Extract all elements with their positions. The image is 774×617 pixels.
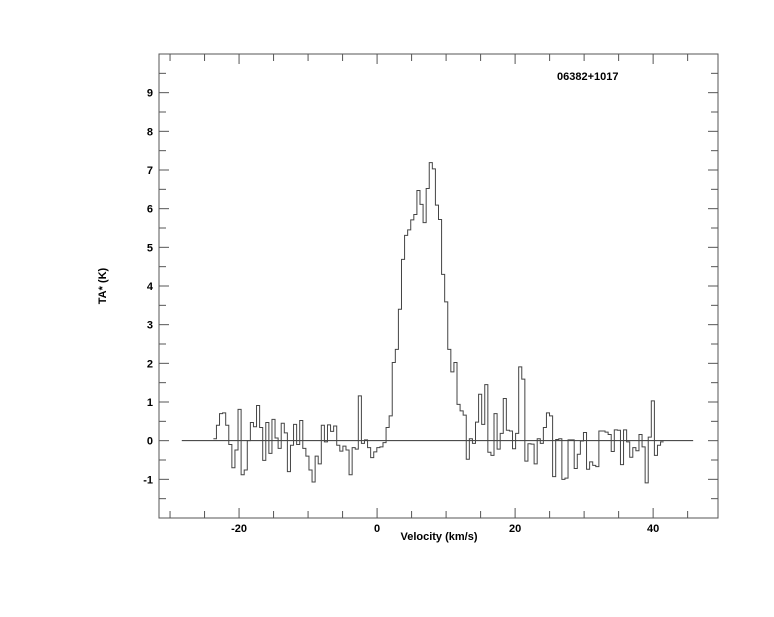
y-tick-label: 3: [147, 320, 153, 332]
y-tick-label: 4: [147, 281, 154, 293]
x-tick-label: -20: [231, 523, 247, 535]
y-tick-label: 0: [147, 436, 153, 448]
y-tick-label: 5: [147, 242, 153, 254]
y-tick-label: 7: [147, 165, 153, 177]
x-tick-label: 40: [647, 523, 659, 535]
y-tick-label: 8: [147, 126, 153, 138]
x-axis-label: Velocity (km/s): [400, 531, 477, 543]
axis-ticks: [159, 54, 718, 518]
y-axis-label: TA* (K): [97, 267, 109, 304]
y-tick-label: 2: [147, 358, 153, 370]
y-tick-label: -1: [143, 474, 153, 486]
spectrum-series-line: [213, 162, 664, 484]
y-tick-label: 1: [147, 397, 153, 409]
y-tick-label: 6: [147, 204, 153, 216]
x-tick-label: 20: [509, 523, 521, 535]
x-tick-label: 0: [374, 523, 380, 535]
plot-frame: [158, 53, 719, 519]
chart-title: 06382+1017: [557, 71, 618, 83]
y-tick-label: 9: [147, 88, 153, 100]
axis-tick-labels: -20 0 20 40 -1 0 1 2 3 4 5 6 7 8 9: [143, 88, 659, 535]
